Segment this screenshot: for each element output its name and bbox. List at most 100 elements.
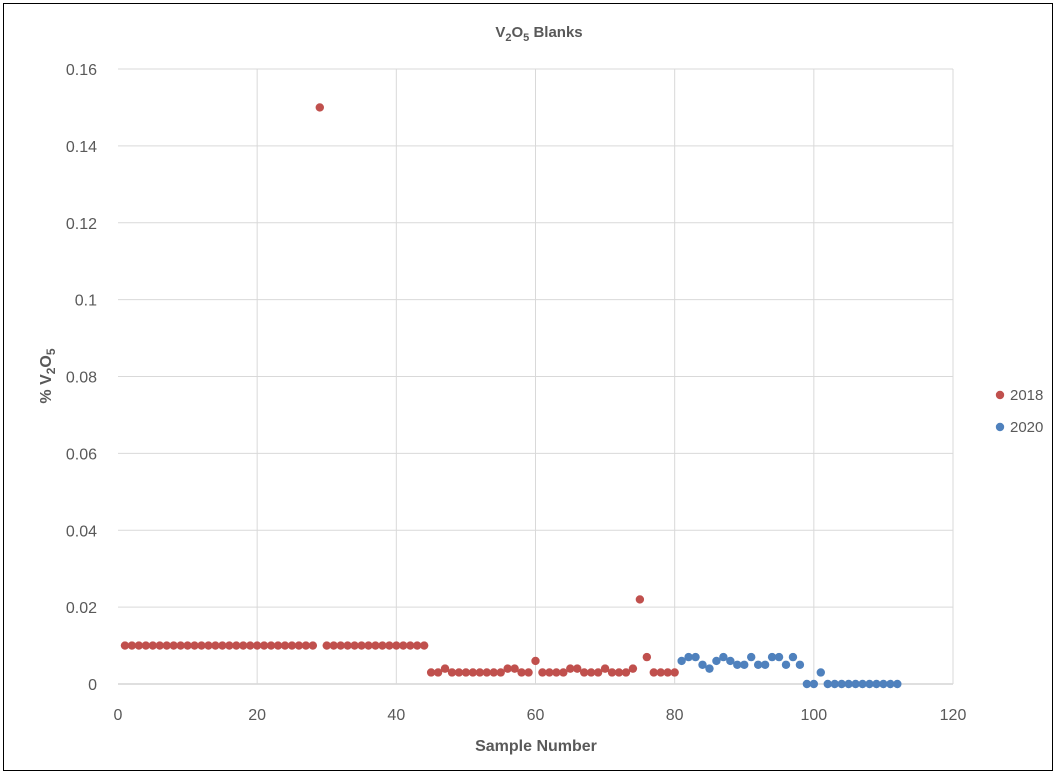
point-2018 [559,668,568,677]
point-2020 [837,679,846,689]
point-2018 [614,668,624,677]
point-2018 [580,668,589,677]
point-2018 [524,668,533,677]
point-2020 [677,656,686,666]
point-2018 [447,668,457,677]
point-2020 [726,656,735,666]
point-2020 [879,679,888,689]
point-2020 [719,652,728,662]
point-2018 [197,641,206,650]
point-2020 [844,679,853,689]
data-points [120,103,902,689]
point-2020 [795,660,805,669]
y-tick-label: 0.14 [66,139,97,156]
y-tick-label: 0 [88,677,97,694]
x-tick-label: 40 [387,707,405,724]
point-2018 [433,668,443,677]
y-tick-label: 0.08 [66,370,97,387]
point-2020 [809,679,819,689]
point-2018 [607,668,617,677]
point-2018 [287,641,297,650]
point-2018 [315,103,324,112]
point-2020 [788,652,798,662]
point-2020 [851,679,860,689]
point-2020 [753,660,763,669]
point-2018 [663,668,672,677]
y-tick-label: 0.06 [66,446,97,463]
point-2018 [155,641,164,650]
point-2018 [183,641,192,650]
point-2020 [802,679,812,689]
point-2020 [781,660,791,669]
point-2018 [545,668,554,677]
y-tick-label: 0.12 [66,216,97,233]
point-2020 [858,679,867,689]
point-2018 [127,641,137,650]
point-2018 [510,664,519,673]
point-2020 [712,656,721,666]
point-2018 [538,668,547,677]
point-2018 [461,668,471,677]
point-2018 [364,641,373,650]
point-2018 [635,595,645,604]
point-2018 [211,641,220,650]
point-2018 [273,641,283,650]
point-2018 [259,641,269,650]
point-2020 [865,679,874,689]
point-2018 [468,668,478,677]
point-2018 [649,668,658,677]
point-2018 [628,664,638,673]
point-2020 [816,668,825,677]
point-2018 [308,641,318,650]
point-2018 [573,664,582,673]
point-2020 [691,652,700,662]
point-2018 [517,668,526,677]
point-2018 [385,641,394,650]
point-2018 [190,641,199,650]
point-2018 [642,652,652,662]
point-2018 [426,668,436,677]
point-2018 [392,641,401,650]
x-tick-label: 60 [527,707,545,724]
point-2018 [239,641,248,650]
point-2018 [329,641,338,650]
legend-marker-2020 [995,422,1005,432]
point-2018 [566,664,575,673]
gridlines [118,68,954,685]
x-axis-label: Sample Number [475,738,597,755]
point-2020 [733,660,742,669]
point-2018 [357,641,366,650]
point-2018 [225,641,234,650]
legend-label-2020: 2020 [1010,419,1043,436]
point-2018 [336,641,345,650]
point-2018 [176,641,185,650]
point-2020 [684,652,693,662]
point-2018 [454,668,464,677]
point-2020 [823,679,832,689]
point-2018 [350,641,359,650]
point-2018 [600,664,610,673]
point-2020 [886,679,895,689]
point-2018 [204,641,213,650]
y-tick-label: 0.02 [66,600,97,617]
point-2020 [740,660,749,669]
point-2018 [162,641,171,650]
point-2018 [232,641,241,650]
point-2018 [141,641,151,650]
point-2018 [531,656,540,666]
point-2018 [371,641,380,650]
point-2018 [322,641,331,650]
point-2018 [419,641,429,650]
point-2018 [252,641,262,650]
y-tick-label: 0.04 [66,523,97,540]
chart-title: V2O5 Blanks [495,24,582,44]
point-2020 [747,652,756,662]
point-2020 [774,652,784,662]
x-tick-label: 120 [940,707,967,724]
y-axis-label: % V2O5 [38,348,58,403]
y-tick-label: 0.16 [66,62,97,79]
point-2018 [301,641,311,650]
point-2018 [440,664,450,673]
x-axis-tick-labels: 0 20 40 60 80 100 120 [114,707,967,724]
